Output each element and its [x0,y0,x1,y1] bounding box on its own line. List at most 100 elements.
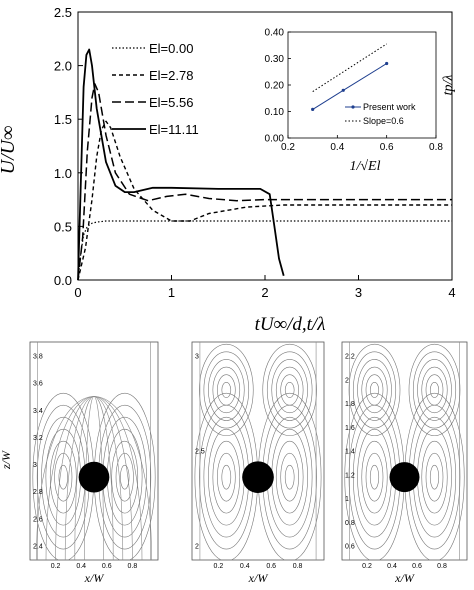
streamline-loop [221,382,232,398]
panel-x-tick-label: 0.2 [214,563,224,570]
streamline-panel-1: 3.8 3.6 3.4 3.2 3 2.8 2.6 2.4 0.2 0.4 0.6 0.8 x/W [29,341,159,585]
streamline-loop [284,464,295,490]
streamline-loop [280,374,299,406]
panel-x-axis-label: x/W [394,571,415,585]
panel-y-tick-label: 1.4 [345,449,355,456]
panel-y-tick-label: 3.2 [33,435,43,442]
streamline-panels: 3.83.63.43.232.82.62.40.2 0.4 0.6 0.8x/W32.… [29,341,468,585]
inset-data-point [385,61,389,66]
y-tick-label: 1.5 [54,112,72,127]
streamline-loop [352,351,397,429]
streamline-loop [425,374,444,406]
inset-x-tick-label: 0.6 [380,142,394,153]
panel-frame [341,341,468,561]
streamline-loop [49,440,77,514]
inset-series-group [311,43,389,111]
main-x-axis-label: tU∞/d,t/λ [255,314,326,335]
streamline-loop [58,464,68,490]
inset-series-line-1 [312,43,387,93]
streamline-loop [361,366,388,414]
streamline-loop [280,452,299,502]
inset-plot-frame [287,31,437,139]
inset-y-axis-label: tp/λ [441,75,456,96]
panel-y-tick-label: 3.6 [33,381,43,388]
streamline-loop [365,452,384,502]
panel-x-tick-label: 0.8 [128,563,138,570]
y-tick-label: 1.0 [54,166,72,181]
panel-x-tick-label: 0.4 [387,563,397,570]
series-line-3 [77,48,285,281]
panel-y-tick-label: 3 [33,462,37,469]
streamline-loop [212,366,241,414]
inset-y-tick-label: 0.30 [265,54,285,65]
panel-y-tick-label: 3.4 [33,408,43,415]
main-x-ticks: 0 1 2 3 4 [74,275,456,300]
sphere [242,461,274,493]
panel-y-tick-label: 2.6 [33,516,43,523]
streamline-loop [421,366,448,414]
streamline-arc [36,396,152,560]
streamline-loop [203,351,250,429]
streamline-loop [217,452,236,502]
panel-x-tick-label: 0.2 [51,563,61,570]
streamline-loop [275,440,304,514]
streamline-loop [217,374,236,406]
streamline-loop [429,464,440,490]
series-line-2 [77,83,452,281]
panel-x-tick-label: 0.2 [362,563,372,570]
panel-y-ticks: 32.52 [195,354,205,551]
streamline-panel-3: 2.2 2 1.8 1.6 1.4 1.2 1 0.8 0.6 0.2 0.4 0.6 0.8 x/W [341,341,468,585]
streamline-loop [54,452,73,502]
streamline-loop [284,382,295,398]
panel-x-tick-label: 0.6 [266,563,276,570]
panel-y-tick-label: 2.5 [195,449,205,456]
panel-y-tick-label: 2.4 [33,544,43,551]
streamline-loop [115,452,134,502]
panel-y-tick-label: 2.8 [33,489,43,496]
streamline-loop [425,452,444,502]
y-tick-label: 0.0 [54,273,72,288]
panel-y-tick-label: 1.2 [345,472,355,479]
sphere [78,461,110,493]
panel-y-tick-label: 0.6 [345,544,355,551]
y-tick-label: 2.5 [54,5,72,20]
streamline-loop [120,464,130,490]
series-line-1 [77,120,452,281]
panel-y-tick-label: 2 [195,544,199,551]
streamline-loop [369,464,380,490]
legend-entry-label: El=11.11 [149,122,199,137]
inset-y-ticks: 0.00 0.10 0.20 0.30 0.40 [265,28,291,145]
streamline-loop [365,374,384,406]
inset-chart: 0.00 0.10 0.20 0.30 0.40 0.2 0.4 0.6 0.8 Presen… [265,28,456,175]
panel-x-ticks: 0.2 0.4 0.6 0.8 [362,563,447,570]
streamline-loop [369,382,380,398]
inset-legend: Present work Slope=0.6 [345,102,416,126]
panel-frame [29,341,159,561]
inset-x-tick-label: 0.2 [281,142,295,153]
panel-x-tick-label: 0.4 [240,563,250,570]
panel-x-tick-label: 0.6 [412,563,422,570]
panel-z-axis-label: z/W [0,450,13,470]
inset-y-tick-label: 0.40 [265,28,285,39]
y-tick-label: 2.0 [54,59,72,74]
panel-y-tick-label: 3.8 [33,354,43,361]
panel-x-ticks: 0.2 0.4 0.6 0.8 [51,563,138,570]
inset-legend-label: Present work [363,102,416,112]
streamline-loop [348,343,401,437]
panel-x-tick-label: 0.8 [293,563,303,570]
legend-entry-label: El=5.56 [149,95,193,110]
x-tick-label: 3 [355,285,362,300]
streamline-loop [408,343,461,437]
inset-y-tick-label: 0.20 [265,81,285,92]
panel-y-tick-label: 2.2 [345,354,355,361]
inset-legend-marker [351,105,355,109]
panel-x-ticks: 0.2 0.4 0.6 0.8 [214,563,303,570]
panel-x-axis-label: x/W [248,571,269,585]
legend-entry-label: El=2.78 [149,68,193,83]
streamline-loop [361,440,388,514]
x-tick-label: 1 [168,285,175,300]
sphere [389,462,420,493]
panel-x-axis-label: x/W [84,571,105,585]
x-tick-label: 4 [448,285,455,300]
